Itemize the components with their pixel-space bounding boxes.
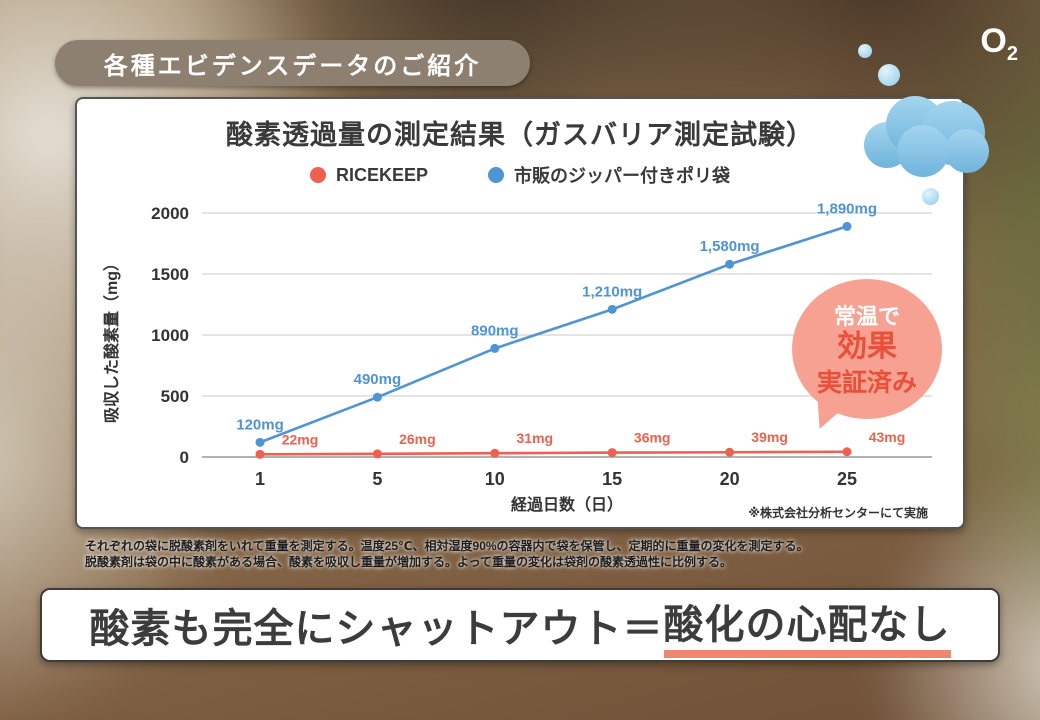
- callout-line-1: 常温で: [833, 304, 900, 329]
- svg-text:26mg: 26mg: [399, 431, 436, 447]
- banner-text: 酸素も完全にシャットアウト＝: [89, 607, 664, 651]
- chart-legend: RICEKEEP 市販のジッパー付きポリ袋: [77, 162, 963, 188]
- callout-bubble: 常温で 効果 実証済み: [792, 279, 942, 434]
- svg-text:31mg: 31mg: [517, 430, 554, 446]
- section-badge: 各種エビデンスデータのご紹介: [55, 40, 530, 86]
- bubble-decoration-lower: [922, 188, 939, 205]
- svg-text:500: 500: [161, 387, 189, 406]
- legend-dot-red: [309, 167, 326, 183]
- svg-text:15: 15: [602, 469, 622, 489]
- bottom-banner: 酸素も完全にシャットアウト＝ 酸化の心配なし: [40, 588, 1000, 662]
- chart-title: 酸素透過量の測定結果（ガスバリア測定試験）: [226, 120, 814, 150]
- chart-card: 酸素透過量の測定結果（ガスバリア測定試験） RICEKEEP 市販のジッパー付き…: [75, 97, 965, 529]
- method-footnotes: それぞれの袋に脱酸素剤をいれて重量を測定する。温度25℃、相対湿度90%の容器内…: [85, 538, 965, 570]
- callout-line-2: 効果: [837, 330, 897, 363]
- svg-text:22mg: 22mg: [282, 431, 319, 447]
- svg-text:1,890mg: 1,890mg: [817, 200, 877, 217]
- o2-cloud-icon: [855, 85, 995, 180]
- legend-item-ricekeep: RICEKEEP: [309, 164, 429, 186]
- bubble-decoration-small: [858, 44, 872, 58]
- svg-text:0: 0: [180, 448, 189, 467]
- source-note: ※株式会社分析センターにて実施: [748, 506, 928, 520]
- bubble-decoration-medium: [878, 64, 900, 86]
- o2-letter: O: [980, 22, 1007, 60]
- svg-text:36mg: 36mg: [634, 430, 671, 446]
- section-badge-label: 各種エビデンスデータのご紹介: [103, 52, 482, 80]
- cloud-shape: [864, 96, 989, 177]
- svg-text:890mg: 890mg: [471, 322, 519, 339]
- svg-text:1: 1: [255, 469, 265, 489]
- svg-text:20: 20: [720, 469, 740, 489]
- legend-label-poly-bag: 市販のジッパー付きポリ袋: [514, 166, 731, 186]
- svg-text:5: 5: [372, 469, 382, 489]
- banner-highlight-text: 酸化の心配なし: [663, 592, 951, 658]
- svg-text:1500: 1500: [151, 265, 189, 284]
- legend-item-poly-bag: 市販のジッパー付きポリ袋: [488, 162, 730, 188]
- x-axis-title: 経過日数（日）: [510, 497, 623, 514]
- svg-text:490mg: 490mg: [354, 371, 402, 388]
- legend-dot-blue: [488, 167, 505, 183]
- svg-text:120mg: 120mg: [236, 416, 284, 433]
- svg-text:10: 10: [485, 469, 505, 489]
- callout-line-3: 実証済み: [816, 368, 917, 397]
- o2-subscript: 2: [1006, 42, 1018, 65]
- svg-text:1,580mg: 1,580mg: [700, 238, 760, 255]
- svg-text:25: 25: [837, 469, 857, 489]
- footnote-line-2: 脱酸素剤は袋の中に酸素がある場合、酸素を吸収し重量が増加する。よって重量の変化は…: [85, 555, 733, 569]
- o2-label: O2: [980, 22, 1018, 66]
- footnote-line-1: それぞれの袋に脱酸素剤をいれて重量を測定する。温度25℃、相対湿度90%の容器内…: [85, 539, 809, 553]
- svg-text:1000: 1000: [151, 326, 189, 345]
- svg-text:43mg: 43mg: [869, 429, 906, 445]
- svg-text:39mg: 39mg: [751, 429, 788, 445]
- legend-label-ricekeep: RICEKEEP: [335, 164, 429, 185]
- svg-text:2000: 2000: [151, 204, 189, 223]
- svg-text:1,210mg: 1,210mg: [582, 283, 642, 300]
